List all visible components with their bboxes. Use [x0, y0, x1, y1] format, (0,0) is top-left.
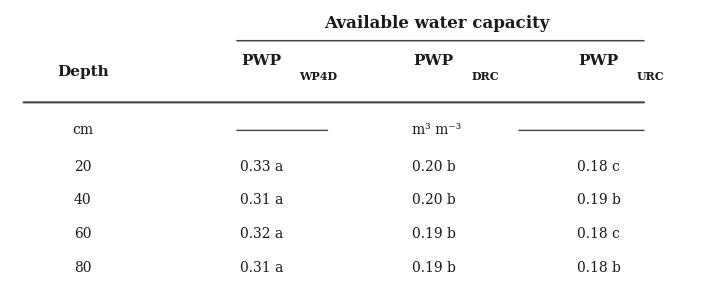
Text: 0.19 b: 0.19 b [411, 261, 456, 275]
Text: URC: URC [637, 71, 664, 82]
Text: PWP: PWP [578, 54, 618, 68]
Text: 0.18 b: 0.18 b [577, 261, 621, 275]
Text: PWP: PWP [241, 54, 282, 68]
Text: 0.20 b: 0.20 b [411, 160, 456, 174]
Text: Available water capacity: Available water capacity [324, 15, 550, 33]
Text: 60: 60 [74, 227, 91, 241]
Text: 40: 40 [74, 193, 91, 207]
Text: 0.19 b: 0.19 b [577, 193, 621, 207]
Text: DRC: DRC [472, 71, 499, 82]
Text: m³ m⁻³: m³ m⁻³ [412, 123, 462, 137]
Text: 0.19 b: 0.19 b [411, 227, 456, 241]
Text: 0.32 a: 0.32 a [240, 227, 283, 241]
Text: 0.31 a: 0.31 a [240, 261, 283, 275]
Text: 0.31 a: 0.31 a [240, 193, 283, 207]
Text: cm: cm [72, 123, 93, 137]
Text: Depth: Depth [57, 65, 109, 79]
Text: 20: 20 [74, 160, 91, 174]
Text: 0.18 c: 0.18 c [577, 160, 620, 174]
Text: PWP: PWP [413, 54, 453, 68]
Text: 80: 80 [74, 261, 91, 275]
Text: 0.33 a: 0.33 a [240, 160, 283, 174]
Text: 0.18 c: 0.18 c [577, 227, 620, 241]
Text: 0.20 b: 0.20 b [411, 193, 456, 207]
Text: WP4D: WP4D [299, 71, 338, 82]
